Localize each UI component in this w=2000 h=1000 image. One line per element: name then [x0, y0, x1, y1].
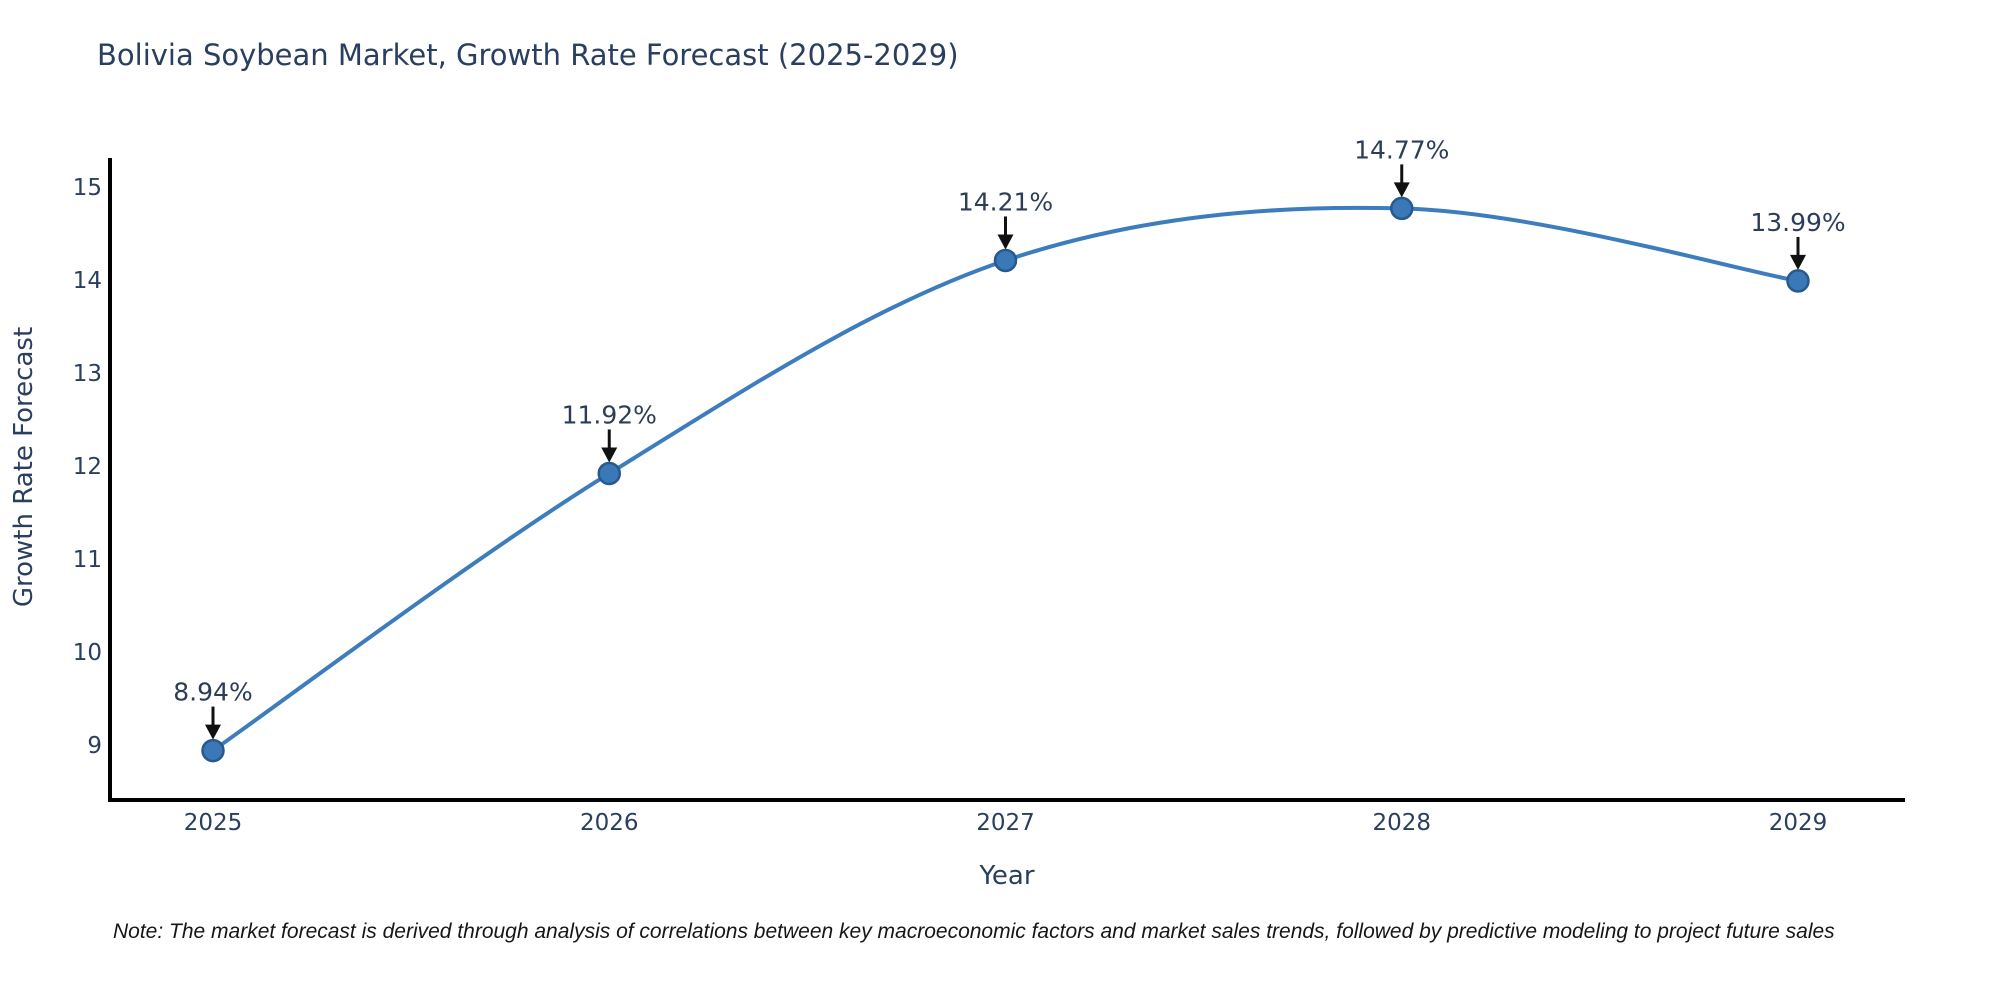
annotation-arrow-head: [997, 234, 1014, 250]
x-axis-ticks: 2025 2026 2027 2028 2029: [184, 810, 1828, 836]
point-value-label: 8.94%: [173, 678, 252, 707]
data-point-marker: [1786, 269, 1810, 293]
y-axis-title: Growth Rate Forecast: [9, 327, 39, 607]
annotation-arrow-head: [1790, 254, 1806, 270]
point-value-label: 13.99%: [1750, 208, 1845, 237]
point-annotations: 8.94% 11.92% 14.21% 14.77% 13.99%: [173, 135, 1846, 740]
x-tick-label: 2027: [976, 810, 1035, 836]
x-tick-label: 2028: [1372, 810, 1431, 836]
growth-rate-line: [211, 205, 1799, 753]
x-axis-title: Year: [978, 861, 1034, 891]
x-tick-label: 2029: [1769, 810, 1828, 836]
point-value-label: 14.21%: [958, 187, 1053, 216]
chart-title: Bolivia Soybean Market, Growth Rate Fore…: [97, 38, 959, 72]
y-tick-label: 15: [73, 175, 102, 201]
y-tick-label: 10: [73, 640, 102, 666]
point-value-label: 11.92%: [562, 400, 657, 429]
y-tick-label: 13: [73, 361, 102, 387]
data-point-marker: [597, 461, 621, 486]
annotation-arrow-head: [601, 447, 618, 463]
data-point-marker: [1390, 196, 1414, 221]
y-tick-label: 12: [73, 454, 102, 480]
annotation-arrow-head: [1393, 182, 1410, 198]
x-tick-label: 2025: [184, 810, 243, 836]
y-tick-label: 14: [73, 268, 102, 294]
data-point-marker: [993, 248, 1018, 273]
y-tick-label: 9: [87, 733, 102, 759]
data-point-marker: [201, 738, 225, 763]
y-axis-ticks: 9 10 11 12 13 14 15: [73, 175, 102, 759]
annotation-arrow-head: [205, 724, 221, 740]
series-growth-rate: [201, 196, 1810, 763]
point-value-label: 14.77%: [1354, 135, 1449, 164]
axis-spines: [108, 158, 1905, 802]
x-tick-label: 2026: [580, 810, 639, 836]
y-tick-label: 11: [73, 547, 102, 573]
footnote: Note: The market forecast is derived thr…: [113, 920, 1835, 943]
